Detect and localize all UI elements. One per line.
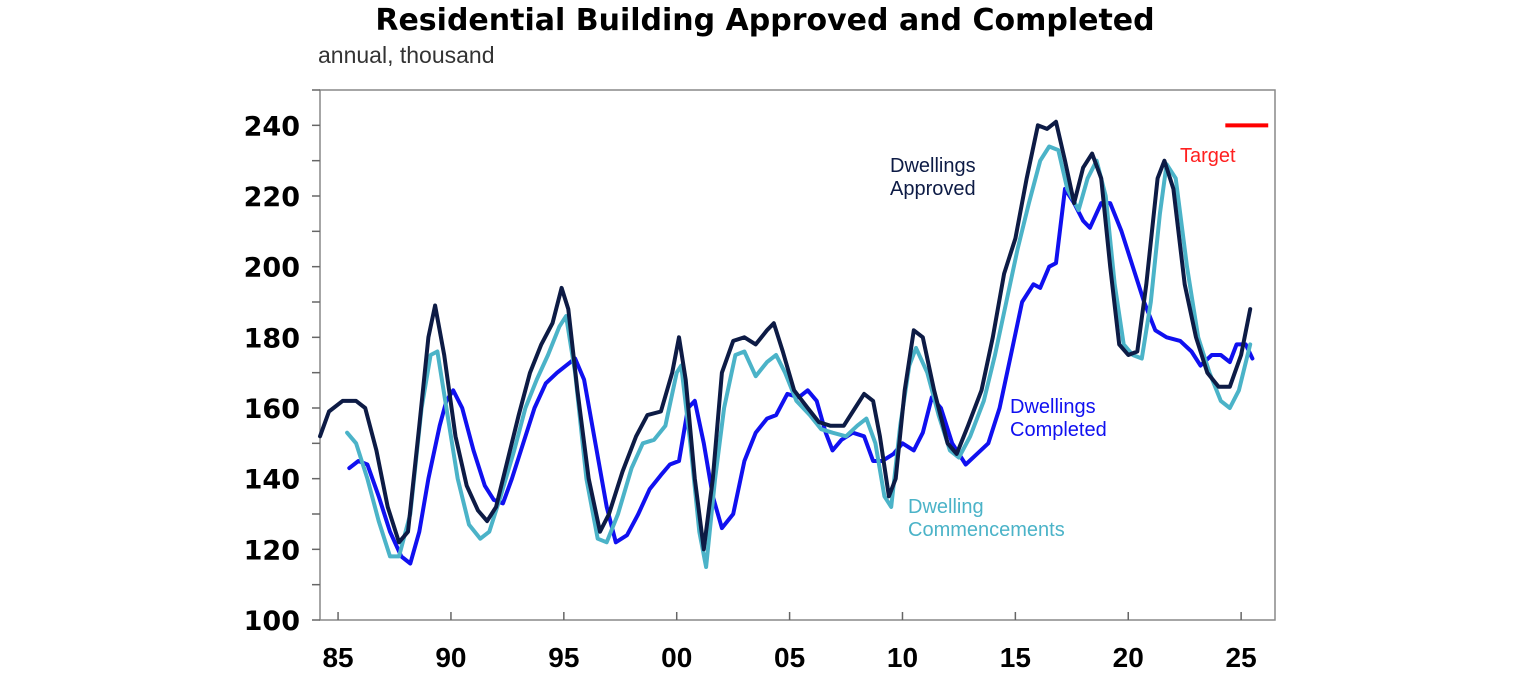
x-tick-label: 25	[1226, 642, 1257, 673]
series-layer	[318, 119, 1269, 569]
chart-subtitle: annual, thousand	[318, 42, 495, 68]
y-tick-label: 180	[244, 323, 300, 354]
x-tick-label: 85	[322, 642, 353, 673]
x-tick-label: 10	[887, 642, 918, 673]
label-dwelling-commencements: Dwelling Commencements	[908, 496, 1065, 541]
x-tick-label: 90	[435, 642, 466, 673]
y-tick-label: 220	[244, 182, 300, 213]
annotations: Dwellings Approved Dwelling Commencements …	[890, 145, 1236, 541]
y-tick-label: 120	[244, 535, 300, 566]
label-dwellings-approved: Dwellings Approved	[890, 155, 976, 200]
x-tick-label: 15	[1000, 642, 1031, 673]
y-tick-label: 140	[244, 465, 300, 496]
series-line-dwellings-completed	[347, 186, 1255, 566]
plot-frame	[319, 89, 1276, 621]
x-tick-label: 20	[1113, 642, 1144, 673]
y-tick-label: 200	[244, 253, 300, 284]
y-tick-label: 240	[244, 111, 300, 142]
y-tick-label: 160	[244, 394, 300, 425]
x-tick-label: 95	[548, 642, 579, 673]
x-tick-label: 05	[774, 642, 805, 673]
y-tick-label: 100	[244, 606, 300, 637]
chart-title: Residential Building Approved and Comple…	[375, 3, 1154, 38]
label-dwellings-completed: Dwellings Completed	[1010, 396, 1107, 441]
axes: 100 120 140 160 180 200 220 240 85 90 95 00 05 10 15 20…	[244, 89, 1276, 673]
series-line-dwellings-approved	[318, 119, 1253, 552]
label-target: Target	[1180, 145, 1236, 167]
x-tick-label: 00	[661, 642, 692, 673]
